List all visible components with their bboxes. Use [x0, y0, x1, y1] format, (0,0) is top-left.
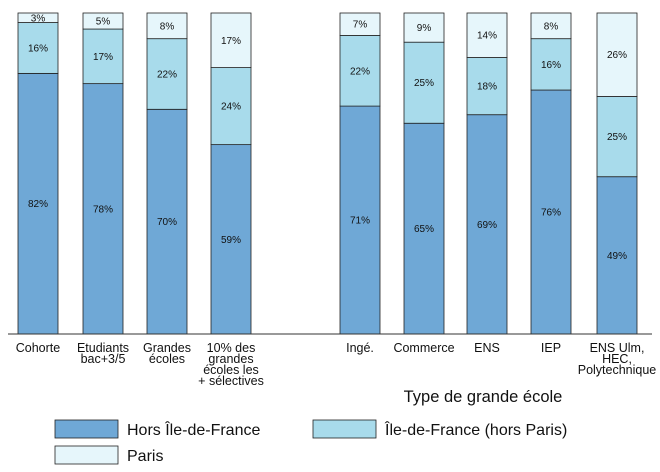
category-label-grandes-ecoles: Grandes: [143, 341, 191, 355]
bar-segment-paris-top10: [210, 12, 252, 68]
category-label-top10: grandes: [208, 352, 253, 366]
legend-swatch-idf-hors-paris: [312, 419, 377, 439]
bar-segment-paris-etudiants: [82, 12, 124, 30]
bar-segment-paris-cohorte: [17, 12, 59, 23]
data-label-idf-hors-paris-iep: 16%: [541, 60, 561, 71]
data-label-paris-grandes-ecoles: 8%: [160, 21, 175, 32]
bar-area: 82% 16% 3% 78% 17% 5% 70% 22% 8% 59% 24% 17% 71% 22% 7…: [17, 12, 638, 335]
bar-segment-hors-idf-iep: [530, 89, 572, 335]
bar-segment-hors-idf-cohorte: [17, 72, 59, 335]
category-label-top10: + sélectives: [198, 374, 264, 388]
bar-segment-idf-hors-paris-ens: [466, 57, 508, 116]
data-label-idf-hors-paris-etudiants: 17%: [93, 52, 113, 63]
category-label-cohorte: Cohorte: [16, 341, 61, 355]
category-label-grandes-ecoles: écoles: [149, 352, 185, 366]
legend: Hors Île-de-France Île-de-France (hors Pa…: [54, 419, 567, 465]
bar-segment-paris-ens: [466, 12, 508, 58]
bar-segment-idf-hors-paris-grandes-ecoles: [146, 38, 188, 110]
legend-swatch-hors-idf: [54, 419, 119, 439]
data-label-idf-hors-paris-ens-ulm-hec-x: 25%: [607, 132, 627, 143]
data-label-paris-commerce: 9%: [417, 23, 432, 34]
data-label-paris-top10: 17%: [221, 36, 241, 47]
bar-segment-idf-hors-paris-top10: [210, 67, 252, 146]
data-label-idf-hors-paris-ens: 18%: [477, 82, 497, 93]
bar-segment-idf-hors-paris-cohorte: [17, 22, 59, 74]
data-label-hors-idf-commerce: 65%: [414, 224, 434, 235]
data-label-idf-hors-paris-commerce: 25%: [414, 78, 434, 89]
legend-label-idf-hors-paris: Île-de-France (hors Paris): [384, 420, 567, 439]
bar-segment-idf-hors-paris-iep: [530, 38, 572, 91]
data-label-paris-cohorte: 3%: [31, 13, 46, 24]
category-label-ens: ENS: [474, 341, 500, 355]
data-label-hors-idf-top10: 59%: [221, 235, 241, 246]
data-label-hors-idf-grandes-ecoles: 70%: [157, 217, 177, 228]
data-label-idf-hors-paris-inge: 22%: [350, 66, 370, 77]
category-label-inge: Ingé.: [346, 341, 374, 355]
category-label-top10: écoles les: [203, 363, 259, 377]
bar-segment-idf-hors-paris-ens-ulm-hec-x: [596, 96, 638, 178]
data-label-paris-ens: 14%: [477, 31, 497, 42]
category-label-iep: IEP: [541, 341, 561, 355]
data-label-paris-etudiants: 5%: [96, 17, 111, 28]
legend-label-hors-idf: Hors Île-de-France: [127, 420, 260, 439]
legend-swatch-paris: [54, 445, 119, 465]
category-label-etudiants: bac+3/5: [81, 352, 126, 366]
bar-segment-paris-inge: [339, 12, 381, 36]
category-label-ens-ulm-hec-x: ENS Ulm,: [590, 341, 645, 355]
data-label-idf-hors-paris-top10: 24%: [221, 102, 241, 113]
data-label-paris-inge: 7%: [353, 20, 368, 31]
data-label-hors-idf-etudiants: 78%: [93, 204, 113, 215]
category-label-ens-ulm-hec-x: Polytechnique: [578, 363, 657, 377]
legend-label-paris: Paris: [127, 448, 163, 465]
category-label-top10: 10% des: [207, 341, 256, 355]
bar-segment-paris-ens-ulm-hec-x: [596, 12, 638, 97]
category-label-etudiants: Etudiants: [77, 341, 129, 355]
category-label-ens-ulm-hec-x: HEC,: [602, 352, 632, 366]
bar-segment-paris-grandes-ecoles: [146, 12, 188, 40]
bar-segment-idf-hors-paris-commerce: [403, 41, 445, 124]
group-axis-label: Type de grande école: [404, 388, 563, 406]
data-label-hors-idf-iep: 76%: [541, 208, 561, 219]
data-label-hors-idf-inge: 71%: [350, 216, 370, 227]
data-label-hors-idf-ens-ulm-hec-x: 49%: [607, 251, 627, 262]
bar-segment-paris-iep: [530, 12, 572, 40]
data-label-hors-idf-ens: 69%: [477, 220, 497, 231]
bar-segment-hors-idf-inge: [339, 105, 381, 335]
bar-segment-idf-hors-paris-etudiants: [82, 28, 124, 85]
data-label-idf-hors-paris-cohorte: 16%: [28, 43, 48, 54]
data-label-paris-ens-ulm-hec-x: 26%: [607, 50, 627, 61]
category-label-commerce: Commerce: [393, 341, 454, 355]
data-label-paris-iep: 8%: [544, 21, 559, 32]
bar-segment-paris-commerce: [403, 12, 445, 43]
bar-segment-hors-idf-commerce: [403, 122, 445, 335]
data-label-idf-hors-paris-grandes-ecoles: 22%: [157, 69, 177, 80]
data-label-hors-idf-cohorte: 82%: [28, 199, 48, 210]
bar-segment-hors-idf-etudiants: [82, 83, 124, 335]
